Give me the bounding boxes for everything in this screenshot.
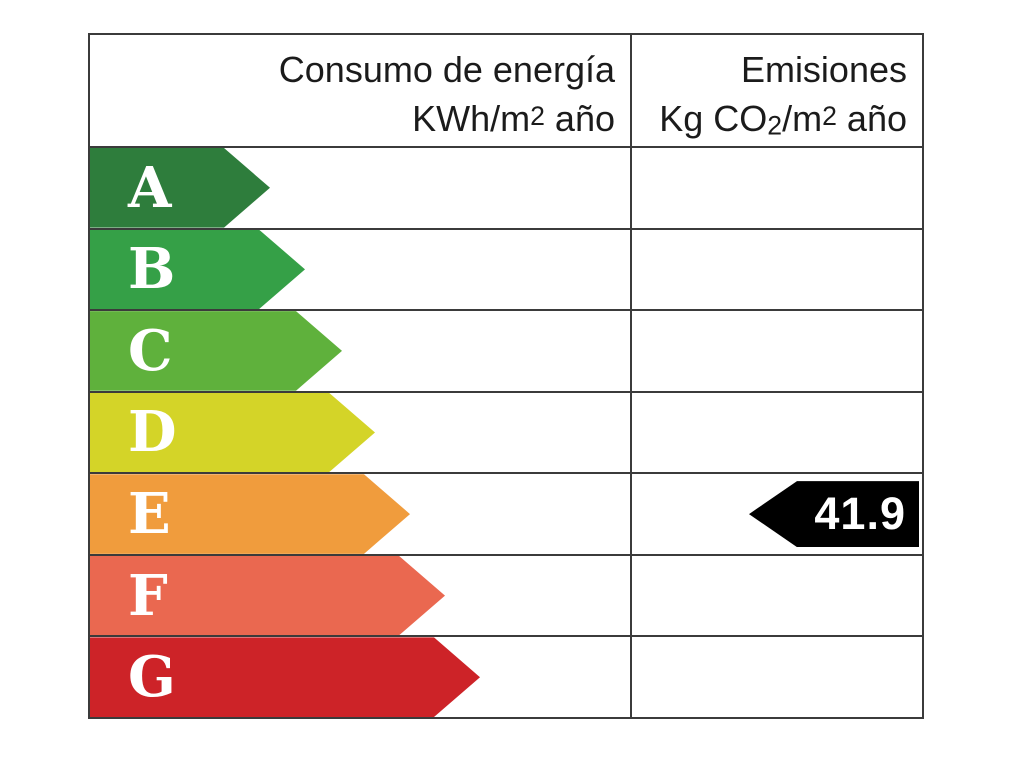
consumption-header-line1: Consumo de energía	[278, 49, 615, 90]
rating-table: Consumo de energía KWh/m2 año Emisiones …	[88, 33, 924, 719]
rating-row-a-emissions	[632, 146, 922, 228]
rating-letter: C	[128, 317, 173, 384]
rating-letter: F	[128, 562, 168, 629]
rating-arrow-a: A	[90, 148, 270, 228]
rating-letter: B	[128, 236, 176, 303]
rating-arrow-g: G	[90, 637, 480, 717]
rating-row-d-emissions	[632, 390, 922, 473]
rating-row-g-consumption: G	[90, 635, 632, 717]
rating-row-c-emissions	[632, 309, 922, 391]
emissions-value: 41.9	[814, 488, 906, 540]
emissions-value-arrow: 41.9	[749, 481, 919, 548]
rating-row-g-emissions	[632, 635, 922, 717]
rating-row-b-consumption: B	[90, 227, 632, 310]
rating-arrow-f: F	[90, 556, 445, 636]
rating-arrow-c: C	[90, 311, 342, 391]
rating-arrow-d: D	[90, 393, 375, 473]
rating-letter: G	[128, 644, 176, 711]
rating-row-e-consumption: E	[90, 472, 632, 554]
rating-row-e-emissions: 41.9	[632, 472, 922, 554]
rating-arrow-b: B	[90, 230, 305, 310]
rating-row-f-consumption: F	[90, 553, 632, 636]
emissions-marker-container: 41.9	[632, 474, 922, 554]
rating-row-a-consumption: A	[90, 146, 632, 228]
rating-row-b-emissions	[632, 227, 922, 310]
subscript-2: 2	[767, 110, 783, 141]
superscript-2: 2	[530, 101, 545, 131]
rating-row-d-consumption: D	[90, 390, 632, 473]
rating-arrow-e: E	[90, 474, 410, 554]
rating-row-c-consumption: C	[90, 309, 632, 391]
rating-letter: D	[128, 399, 177, 466]
consumption-header-line2: KWh/m2 año	[412, 97, 615, 139]
rating-letter: E	[128, 481, 171, 548]
consumption-column-header: Consumo de energía KWh/m2 año	[90, 35, 632, 146]
emissions-header-line1: Emisiones	[740, 49, 907, 90]
emissions-header-line2: Kg CO2/m2 año	[659, 97, 907, 141]
rating-letter: A	[128, 154, 172, 221]
emissions-column-header: Emisiones Kg CO2/m2 año	[632, 35, 922, 146]
superscript-2: 2	[822, 101, 837, 131]
rating-row-f-emissions	[632, 553, 922, 636]
